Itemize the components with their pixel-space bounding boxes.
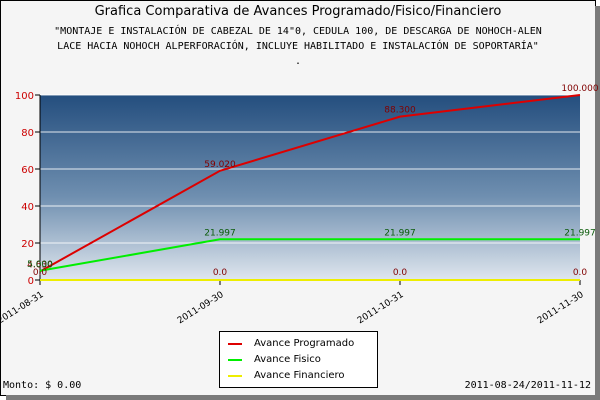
x-tick-label: 2011-10-31 (356, 290, 406, 326)
data-label: 21.997 (564, 228, 596, 238)
x-tick-label: 2011-08-31 (0, 290, 46, 326)
data-labels: 4.630 59.020 88.300 100.000 5.000 21.997 21.99… (27, 84, 599, 278)
data-label: 4.630 (27, 260, 53, 270)
data-label: 0.0 (393, 268, 408, 278)
legend-label-programado: Avance Programado (254, 338, 355, 349)
frame-shadow-right (595, 6, 600, 400)
data-label: 100.000 (561, 84, 598, 94)
legend-item-financiero: Avance Financiero (228, 368, 345, 384)
legend-label-fisico: Avance Fisico (254, 354, 321, 365)
legend-item-fisico: Avance Fisico (228, 352, 321, 368)
y-tick-label: 100 (15, 91, 34, 102)
x-tick-label: 2011-09-30 (176, 290, 226, 326)
series-line-programado (39, 94, 581, 273)
data-label: 0.0 (573, 268, 588, 278)
y-tick-label: 40 (21, 202, 34, 213)
y-tick-label: 60 (21, 165, 34, 176)
grid-lines (40, 94, 580, 244)
frame-shadow-bottom (6, 395, 600, 400)
series-line-fisico (39, 238, 580, 272)
chart-title: Grafica Comparativa de Avances Programad… (94, 4, 502, 19)
legend-swatch-fisico (228, 359, 242, 361)
chart-subtitle: "MONTAJE E INSTALACIÓN DE CABEZAL DE 14"… (54, 26, 542, 67)
legend-swatch-programado (228, 343, 242, 345)
y-tick-label: 80 (21, 128, 34, 139)
y-tick-label: 0 (28, 276, 34, 287)
legend-item-programado: Avance Programado (228, 336, 354, 352)
plot-area (40, 95, 580, 280)
x-tick-label: 2011-11-30 (536, 290, 586, 326)
data-label: 21.997 (204, 228, 236, 238)
data-label: 5.000 (27, 260, 53, 270)
legend-swatch-financiero (228, 375, 242, 377)
data-label: 88.300 (384, 106, 416, 116)
data-label: 21.997 (384, 228, 416, 238)
legend: Avance Programado Avance Fisico Avance F… (219, 331, 378, 388)
data-label: 0.0 (33, 268, 48, 278)
data-label: 59.020 (204, 160, 236, 170)
series-group (39, 94, 581, 281)
data-label: 0.0 (213, 268, 228, 278)
footer-periodo: 2011-08-24/2011-11-12 (464, 380, 591, 391)
legend-label-financiero: Avance Financiero (254, 370, 345, 381)
y-tick-label: 20 (21, 239, 34, 250)
footer-monto: Monto: $ 0.00 (3, 380, 82, 391)
